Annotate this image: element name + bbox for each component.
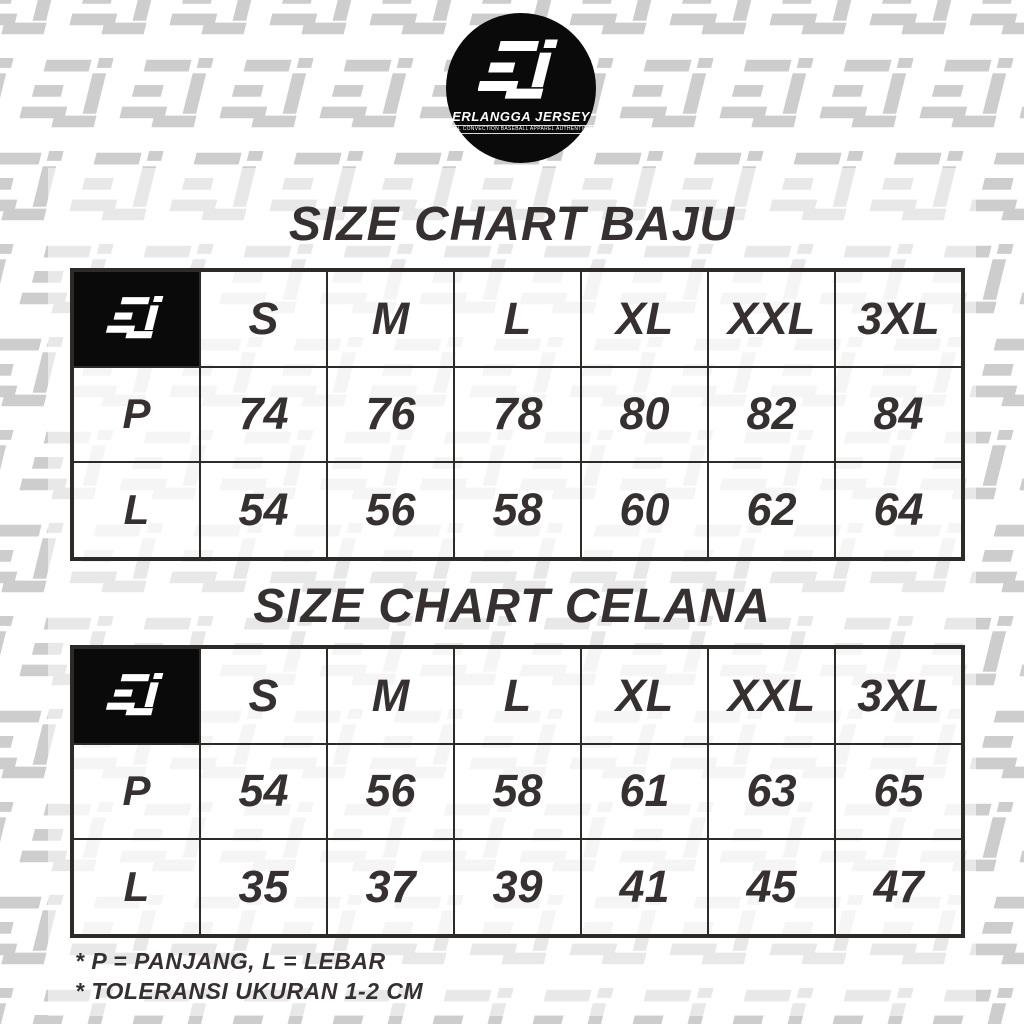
size-header-cell: 3XL (835, 271, 962, 367)
note-tolerance: * TOLERANSI UKURAN 1-2 CM (75, 978, 424, 1004)
size-value-cell: 58 (454, 743, 581, 840)
size-value-cell: 76 (327, 366, 454, 463)
size-value-cell: 82 (708, 366, 835, 463)
size-header-cell: XXL (708, 648, 835, 744)
size-value-cell: 65 (835, 743, 962, 840)
measure-label-cell: P (73, 743, 200, 840)
size-header-cell: 3XL (835, 648, 962, 744)
size-header-cell: M (327, 271, 454, 367)
brand-logo-badge: ERLANGGA JERSEY BASKETBALL CONVECTION BA… (422, 13, 620, 163)
brand-name: ERLANGGA JERSEY (452, 109, 590, 124)
table-logo-cell (73, 271, 200, 367)
size-value-cell: 60 (581, 462, 708, 558)
size-value-cell: 62 (708, 462, 835, 558)
size-value-cell: 63 (708, 743, 835, 840)
size-value-cell: 56 (327, 462, 454, 558)
size-value-cell: 84 (835, 366, 962, 463)
size-header-cell: XL (581, 648, 708, 744)
baju-size-table: S M L XL XXL 3XL P 74 76 78 80 82 84 L 54 56 58 60 62 64 (70, 268, 965, 561)
size-value-cell: 37 (327, 839, 454, 935)
ej-logo-icon (105, 673, 163, 716)
size-value-cell: 54 (200, 462, 327, 558)
size-value-cell: 74 (200, 366, 327, 463)
size-value-cell: 61 (581, 743, 708, 840)
ej-logo-icon (478, 39, 558, 99)
measure-label-cell: L (73, 462, 200, 558)
size-value-cell: 47 (835, 839, 962, 935)
size-header-cell: S (200, 648, 327, 744)
size-header-cell: S (200, 271, 327, 367)
size-header-cell: L (454, 271, 581, 367)
size-value-cell: 58 (454, 462, 581, 558)
ej-logo-icon (105, 296, 163, 339)
size-value-cell: 41 (581, 839, 708, 935)
baju-chart-title: SIZE CHART BAJU (288, 198, 736, 251)
size-header-cell: M (327, 648, 454, 744)
size-value-cell: 45 (708, 839, 835, 935)
size-value-cell: 39 (454, 839, 581, 935)
measure-label-cell: P (73, 366, 200, 463)
size-value-cell: 78 (454, 366, 581, 463)
size-header-cell: XXL (708, 271, 835, 367)
size-value-cell: 54 (200, 743, 327, 840)
size-value-cell: 35 (200, 839, 327, 935)
size-value-cell: 80 (581, 366, 708, 463)
measure-label-cell: L (73, 839, 200, 935)
celana-chart-title: SIZE CHART CELANA (253, 580, 771, 633)
celana-size-table: S M L XL XXL 3XL P 54 56 58 61 63 65 L 35 37 39 41 45 47 (70, 645, 965, 938)
footnotes: * P = PANJANG, L = LEBAR * TOLERANSI UKU… (75, 946, 423, 1006)
size-header-cell: XL (581, 271, 708, 367)
table-logo-cell (73, 648, 200, 744)
size-header-cell: L (454, 648, 581, 744)
size-value-cell: 56 (327, 743, 454, 840)
brand-tagline: BASKETBALL CONVECTION BASEBALL APPAREL A… (422, 125, 620, 134)
note-legend: * P = PANJANG, L = LEBAR (75, 948, 386, 974)
size-value-cell: 64 (835, 462, 962, 558)
